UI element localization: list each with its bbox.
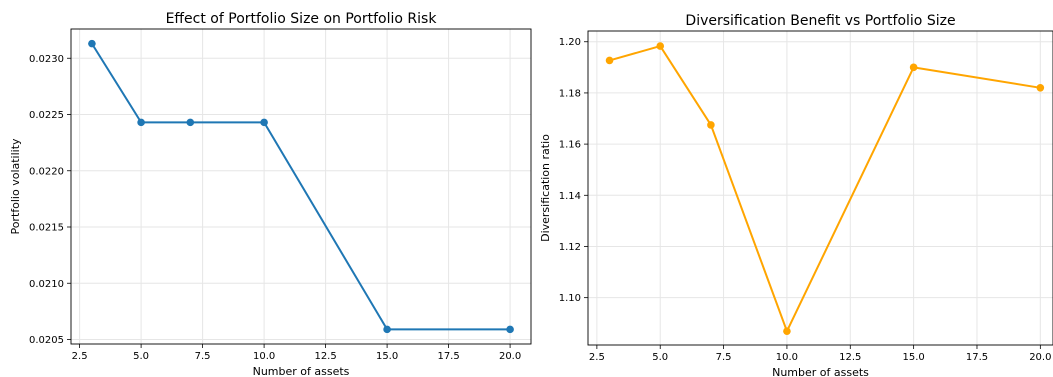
- y-tick-label: 1.16: [559, 140, 581, 151]
- y-tick-label: 1.14: [559, 191, 581, 202]
- y-tick-label: 0.0220: [29, 166, 64, 177]
- chart-portfolio-risk: 2.5 5.0 7.5 10.0 12.5 15.0 17.5 20.0 0.0205 0.021…: [9, 11, 532, 377]
- data-point: [88, 39, 96, 48]
- chart-diversification-benefit: 2.5 5.0 7.5 10.0 12.5 15.0 17.5 20.0 1.10 1.12 1.1…: [539, 13, 1053, 377]
- chart-title: Diversification Benefit vs Portfolio Siz…: [685, 13, 955, 29]
- y-axis-label: Portfolio volatility: [9, 138, 22, 235]
- x-tick-label: 10.0: [253, 351, 275, 362]
- y-tick-label: 1.20: [559, 37, 581, 48]
- x-axis-label: Number of assets: [772, 366, 869, 377]
- data-point: [707, 121, 715, 129]
- x-tick-label: 17.5: [437, 351, 459, 362]
- series-line: [609, 45, 1041, 333]
- plot-frame: [587, 30, 1053, 346]
- data-point: [383, 325, 391, 334]
- y-tick-label: 1.10: [559, 293, 581, 304]
- y-tick-label: 0.0210: [29, 279, 64, 290]
- data-point: [137, 118, 145, 127]
- data-point: [186, 118, 195, 127]
- y-tick-label: 0.0230: [29, 54, 64, 65]
- x-tick-label: 12.5: [839, 352, 861, 363]
- data-point: [506, 325, 514, 334]
- data-point: [1036, 84, 1045, 92]
- data-point: [605, 56, 614, 65]
- data-point: [260, 118, 268, 127]
- x-axis-label: Number of assets: [253, 365, 350, 377]
- series-line: [91, 43, 511, 331]
- x-tick-label: 7.5: [195, 351, 211, 362]
- x-tick-label: 15.0: [902, 352, 924, 363]
- x-tick-label: 15.0: [376, 351, 398, 362]
- x-tick-label: 5.0: [652, 352, 668, 363]
- x-tick-label: 5.0: [133, 351, 149, 362]
- x-tick-label: 2.5: [589, 352, 605, 363]
- x-tick-label: 17.5: [966, 352, 988, 363]
- x-tick-label: 12.5: [314, 351, 336, 362]
- x-tick-label: 20.0: [499, 351, 521, 362]
- data-point: [656, 42, 665, 50]
- chart-title: Effect of Portfolio Size on Portfolio Ri…: [166, 11, 438, 27]
- y-tick-label: 1.12: [559, 242, 581, 253]
- y-tick-label: 0.0225: [29, 110, 64, 121]
- x-tick-label: 10.0: [776, 352, 798, 363]
- y-tick-label: 0.0205: [29, 335, 64, 346]
- x-tick-label: 2.5: [72, 351, 88, 362]
- plot-frame: [70, 28, 532, 345]
- x-tick-label: 20.0: [1029, 352, 1051, 363]
- x-tick-label: 7.5: [716, 352, 732, 363]
- data-point: [909, 63, 918, 72]
- y-axis-label: Diversification ratio: [539, 134, 552, 242]
- y-tick-label: 0.0215: [29, 223, 64, 234]
- y-tick-label: 1.18: [559, 88, 581, 99]
- data-point: [783, 327, 791, 335]
